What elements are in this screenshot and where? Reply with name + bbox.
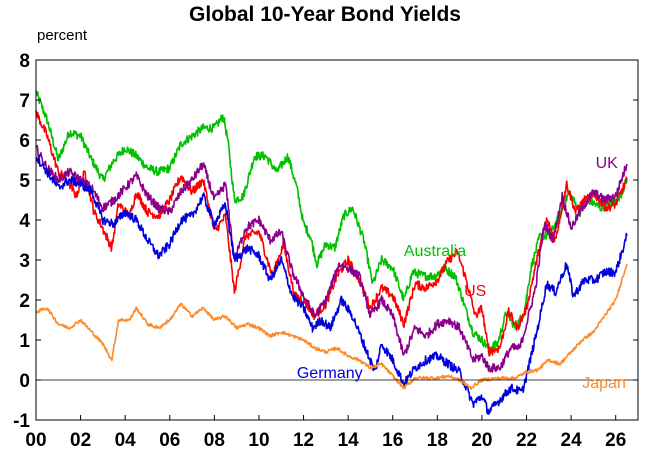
- x-tick-label: 06: [159, 430, 180, 451]
- series-line-us: [35, 110, 628, 357]
- series-label-us: US: [464, 283, 486, 300]
- y-axis-unit-label: percent: [37, 27, 88, 44]
- series-line-australia: [35, 90, 628, 352]
- x-tick-label: 04: [115, 430, 137, 451]
- series-label-australia: Australia: [404, 243, 466, 260]
- x-tick-label: 10: [248, 430, 269, 451]
- x-tick-label: 14: [338, 430, 360, 451]
- x-tick-label: 16: [382, 430, 403, 451]
- x-tick-label: 26: [605, 430, 626, 451]
- y-tick-label: 5: [19, 171, 30, 192]
- series-line-germany: [35, 155, 628, 415]
- series-line-japan: [35, 263, 628, 390]
- series-line-uk: [35, 144, 628, 373]
- y-tick-label: 1: [19, 331, 30, 352]
- y-tick-label: 7: [19, 91, 30, 112]
- x-tick-label: 22: [516, 430, 537, 451]
- series-layer: [35, 90, 628, 415]
- series-label-japan: Japan: [582, 375, 626, 392]
- x-tick-label: 24: [561, 430, 583, 451]
- x-tick-label: 18: [427, 430, 448, 451]
- x-tick-label: 08: [204, 430, 225, 451]
- x-tick-label: 12: [293, 430, 314, 451]
- chart-title: Global 10-Year Bond Yields: [189, 3, 461, 26]
- y-tick-label: 0: [19, 371, 30, 392]
- y-tick-label: 8: [19, 51, 30, 72]
- series-label-uk: UK: [596, 155, 619, 172]
- x-tick-label: 20: [471, 430, 492, 451]
- y-tick-label: 6: [19, 131, 30, 152]
- y-tick-label: 3: [19, 251, 30, 272]
- series-label-layer: Australia US UK Germany Japan: [297, 155, 626, 392]
- plot-frame: [35, 59, 639, 421]
- x-tick-label: 02: [70, 430, 91, 451]
- y-tick-label: 4: [19, 211, 30, 232]
- series-label-germany: Germany: [297, 365, 363, 382]
- x-tick-label: 00: [25, 430, 46, 451]
- y-tick-label: -1: [13, 411, 30, 432]
- y-tick-label: 2: [19, 291, 30, 312]
